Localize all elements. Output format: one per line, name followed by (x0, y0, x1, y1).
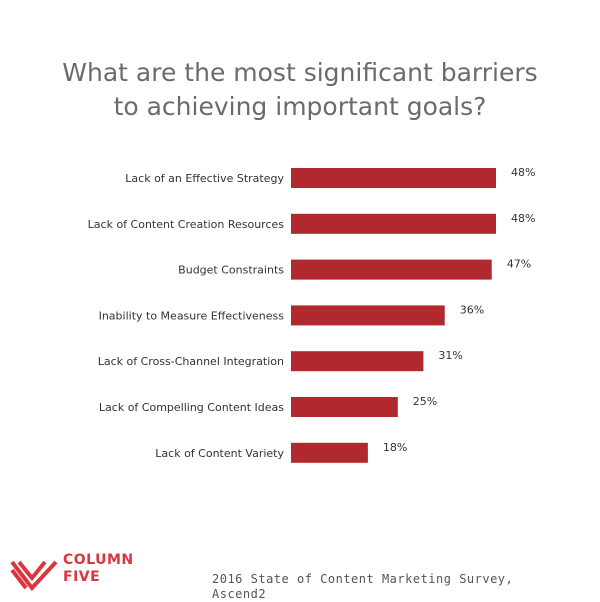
bar (291, 168, 496, 188)
category-label: Lack of Compelling Content Ideas (99, 401, 284, 414)
data-label: 36% (460, 303, 484, 316)
source-note: 2016 State of Content Marketing Survey, … (212, 572, 513, 602)
data-label: 25% (413, 395, 437, 408)
category-label: Lack of Content Creation Resources (88, 218, 285, 231)
brand-line-2: FIVE (63, 569, 101, 585)
source-line-2: Ascend2 (212, 587, 267, 601)
column-five-logo-icon (10, 560, 58, 592)
bar (291, 397, 398, 417)
category-label: Inability to Measure Effectiveness (99, 309, 285, 322)
data-label: 47% (507, 258, 531, 271)
brand-line-1: COLUMN (63, 552, 134, 568)
category-label: Lack of an Effective Strategy (125, 172, 284, 185)
data-label: 31% (438, 349, 462, 362)
bar (291, 213, 496, 234)
category-label: Lack of Content Variety (155, 447, 284, 460)
chart-title-line-1: What are the most significant barriers (62, 58, 538, 87)
bar (291, 351, 424, 372)
source-line-1: 2016 State of Content Marketing Survey, (212, 572, 514, 586)
bar (291, 442, 368, 463)
bar (291, 259, 492, 280)
bar (291, 305, 445, 326)
data-label: 48% (511, 166, 535, 179)
chart-title-line-2: to achieving important goals? (113, 92, 487, 121)
data-label: 18% (383, 441, 407, 454)
data-label: 48% (511, 212, 535, 225)
chart-title: What are the most significant barriers t… (0, 56, 600, 124)
brand-name: COLUMN FIVE (63, 552, 134, 586)
category-label: Lack of Cross-Channel Integration (98, 355, 284, 368)
category-label: Budget Constraints (178, 264, 284, 277)
